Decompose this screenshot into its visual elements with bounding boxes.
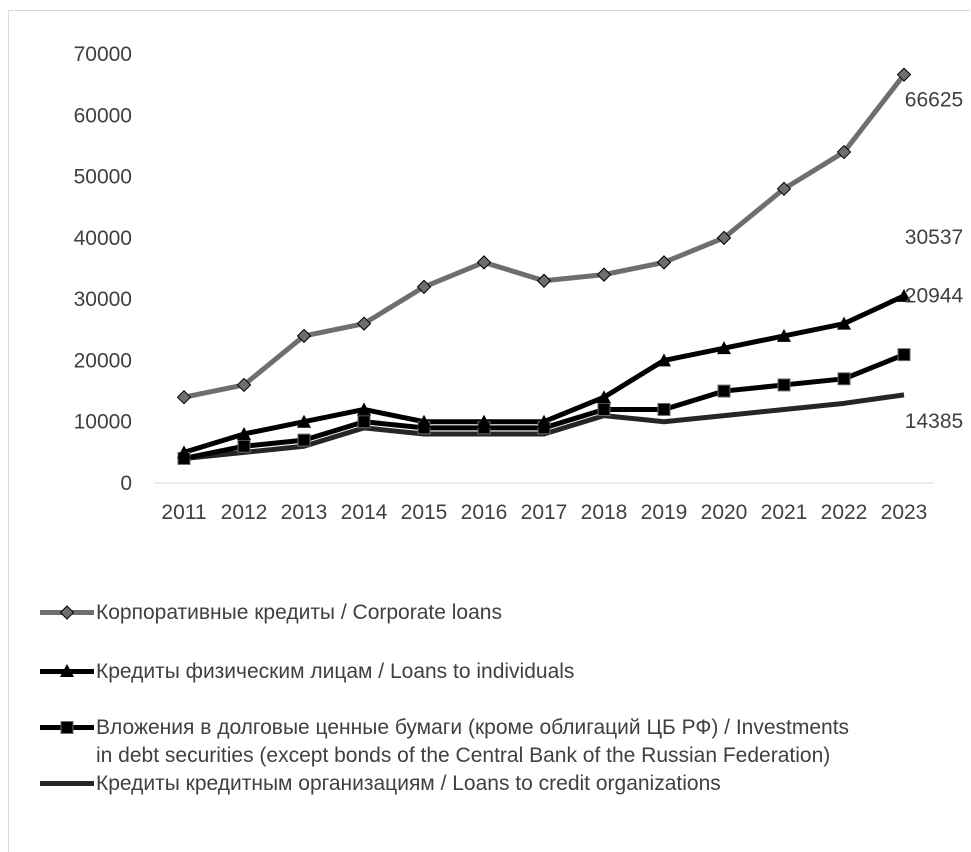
x-tick-label: 2023: [881, 501, 928, 524]
data-point: [536, 273, 552, 288]
data-point: [297, 414, 311, 428]
series-line: [183, 73, 906, 400]
data-point: [836, 144, 852, 160]
end-labels: 14385 20944 30537 66625: [905, 89, 964, 433]
y-tick-label: 10000: [74, 411, 132, 434]
data-point: [897, 288, 911, 302]
data-point: [777, 378, 791, 392]
x-tick-label: 2012: [221, 501, 268, 524]
legend-label: Кредиты кредитным организациям / Loans t…: [96, 772, 721, 795]
data-point: [416, 279, 432, 295]
data-point: [176, 389, 192, 405]
data-point: [777, 328, 791, 342]
series-markers: [176, 67, 912, 465]
data-point: [296, 328, 312, 344]
y-tick-label: 50000: [74, 166, 132, 189]
x-tick-label: 2021: [761, 501, 808, 524]
data-point: [597, 402, 611, 416]
square-marker-icon: [40, 721, 94, 734]
y-axis: 0 10000 20000 30000 40000 50000 60000 70000: [74, 43, 132, 495]
data-point: [177, 445, 191, 459]
y-tick-label: 40000: [74, 227, 132, 250]
y-tick-label: 30000: [74, 288, 132, 311]
data-label: 66625: [905, 89, 963, 112]
data-point: [897, 348, 911, 362]
data-label: 20944: [905, 285, 964, 308]
data-point: [237, 426, 251, 440]
data-point: [717, 341, 731, 355]
data-point: [596, 267, 612, 282]
data-point: [597, 390, 611, 404]
x-tick-label: 2014: [341, 501, 388, 524]
y-tick-label: 20000: [74, 349, 132, 372]
legend-label-line-2: in debt securities (except bonds of the …: [96, 744, 831, 767]
data-point: [297, 433, 311, 447]
data-label: 14385: [905, 410, 963, 433]
x-tick-label: 2019: [641, 501, 688, 524]
data-point: [657, 353, 671, 367]
x-tick-label: 2016: [461, 501, 508, 524]
data-point: [357, 415, 371, 429]
data-point: [717, 384, 731, 398]
x-axis: 2011 2012 2013 2014 2015 2016 2017 2018 2019 2020…: [154, 482, 934, 524]
legend-label: Корпоративные кредиты / Corporate loans: [96, 601, 502, 624]
y-tick-label: 70000: [74, 43, 132, 66]
data-point: [837, 372, 851, 386]
legend-label-line-1: Вложения в долговые ценные бумаги (кроме…: [96, 716, 850, 739]
data-point: [477, 414, 491, 428]
diamond-marker-icon: [40, 605, 94, 620]
y-tick-label: 60000: [74, 104, 132, 127]
data-point: [537, 414, 551, 428]
data-point: [716, 230, 732, 246]
x-tick-label: 2015: [401, 501, 448, 524]
data-point: [476, 255, 492, 270]
data-point: [236, 377, 252, 393]
data-point: [896, 67, 912, 82]
x-tick-label: 2017: [521, 501, 568, 524]
data-point: [357, 402, 371, 416]
chart-frame: [8, 10, 970, 852]
data-point: [237, 439, 251, 453]
y-tick-label: 0: [120, 472, 132, 495]
x-tick-label: 2022: [821, 501, 868, 524]
data-point: [656, 255, 672, 270]
data-point: [837, 316, 851, 330]
data-point: [356, 316, 372, 331]
data-point: [417, 414, 431, 428]
x-tick-label: 2020: [701, 501, 748, 524]
series-lines: [183, 73, 906, 461]
x-tick-label: 2013: [281, 501, 328, 524]
data-point: [657, 402, 671, 416]
legend-label: Кредиты физическим лицам / Loans to indi…: [96, 660, 575, 683]
line-marker-icon: [40, 781, 94, 786]
data-point: [776, 181, 792, 197]
data-label: 30537: [905, 226, 963, 249]
triangle-marker-icon: [40, 664, 94, 677]
x-tick-label: 2011: [161, 501, 206, 524]
x-tick-label: 2018: [581, 501, 628, 524]
